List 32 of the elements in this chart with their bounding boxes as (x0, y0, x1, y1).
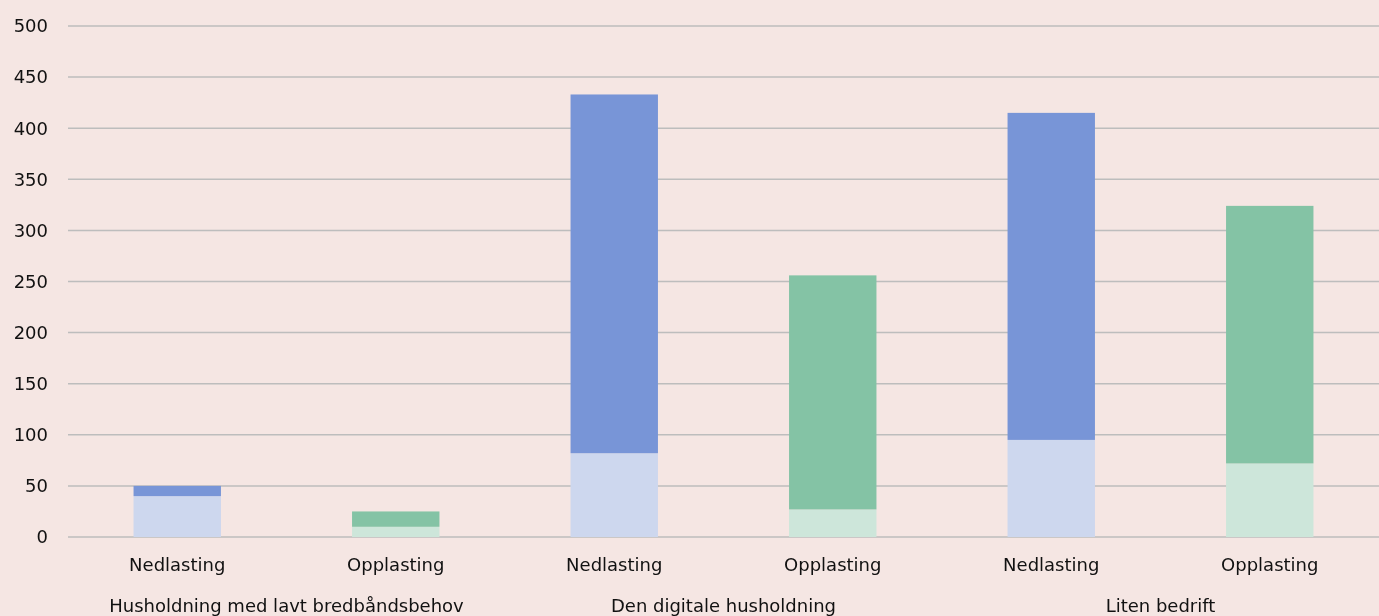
x-tick-label: Nedlasting (1003, 554, 1100, 575)
y-tick-label: 400 (13, 117, 48, 139)
bar (133, 496, 221, 537)
text: Den digitale husholdning (610, 595, 837, 616)
y-tick-label: 0 (36, 526, 48, 548)
bar (789, 509, 877, 537)
bar (1007, 439, 1095, 537)
y-tick-label: 50 (25, 475, 48, 497)
x-tick-label: Opplasting (347, 554, 445, 575)
bar (352, 526, 440, 537)
x-tick-label: Opplasting (784, 554, 882, 575)
x-tick-label: Opplasting (1221, 554, 1319, 575)
y-tick-label: 350 (13, 168, 48, 190)
text: Husholdning med lavt bredbåndsbehov (109, 595, 465, 616)
y-tick-label: 300 (13, 219, 48, 241)
bar (570, 94, 658, 454)
bar (1007, 112, 1095, 440)
y-tick-label: 150 (13, 373, 48, 394)
bar (570, 453, 658, 537)
bar (789, 275, 877, 510)
bar (1226, 463, 1314, 537)
bar (133, 485, 221, 497)
y-tick-label: 250 (13, 270, 48, 292)
text: Liten bedrift (1105, 595, 1216, 616)
y-tick-label: 500 (13, 15, 48, 37)
x-tick-label: Nedlasting (566, 554, 663, 575)
bar (352, 511, 440, 527)
y-tick-label: 450 (13, 66, 48, 88)
y-tick-label: 200 (13, 321, 48, 343)
y-tick-label: 100 (13, 424, 48, 446)
bar (1226, 205, 1314, 464)
x-tick-label: Nedlasting (129, 554, 226, 575)
